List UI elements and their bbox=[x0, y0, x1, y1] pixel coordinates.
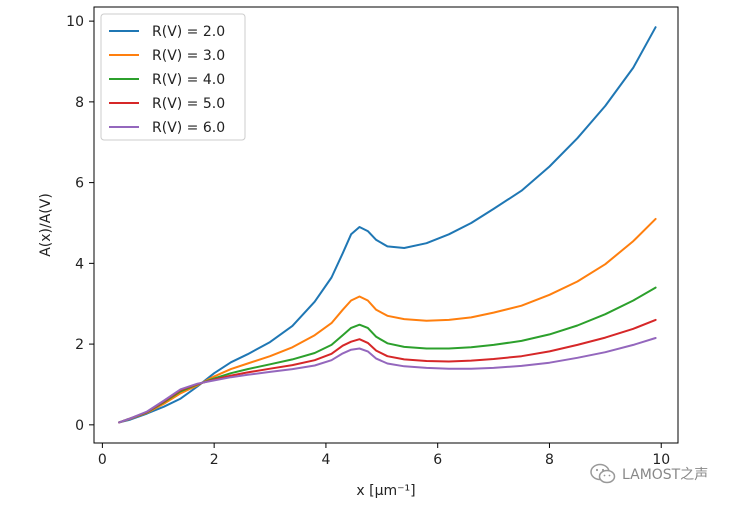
legend-items: R(V) = 2.0 R(V) = 3.0 R(V) = 4.0 R(V) = 5.0… bbox=[109, 24, 225, 136]
plot-frame bbox=[93, 6, 679, 444]
x-tick-label: 6 bbox=[433, 452, 442, 468]
x-tick-label: 10 bbox=[652, 452, 670, 468]
watermark-text: LAMOST之声 bbox=[622, 467, 709, 483]
legend-label: R(V) = 2.0 bbox=[152, 24, 225, 40]
legend-box bbox=[100, 13, 246, 141]
x-tick-label: 4 bbox=[321, 452, 330, 468]
legend-label: R(V) = 5.0 bbox=[152, 96, 225, 112]
x-axis-label: x [μm⁻¹] bbox=[356, 483, 415, 499]
y-tick-label: 6 bbox=[75, 176, 84, 192]
x-tick-label: 2 bbox=[210, 452, 219, 468]
legend-label: R(V) = 3.0 bbox=[152, 48, 225, 64]
series-line-5 bbox=[118, 337, 657, 424]
legend: R(V) = 2.0 R(V) = 3.0 R(V) = 4.0 R(V) = 5.0… bbox=[100, 13, 246, 141]
y-tick-label: 4 bbox=[75, 256, 84, 272]
y-tick-label: 10 bbox=[66, 14, 84, 30]
y-axis-ticks: 0 2 4 6 8 10 bbox=[66, 14, 94, 434]
x-tick-label: 0 bbox=[98, 452, 107, 468]
wechat-icon bbox=[590, 463, 616, 484]
y-tick-label: 2 bbox=[75, 337, 84, 353]
series-line-1 bbox=[118, 26, 657, 424]
x-axis-ticks: 0 2 4 6 8 10 bbox=[98, 443, 670, 468]
watermark: LAMOST之声 bbox=[590, 460, 708, 488]
y-tick-label: 8 bbox=[75, 95, 84, 111]
legend-label: R(V) = 4.0 bbox=[152, 72, 225, 88]
x-tick-label: 8 bbox=[545, 452, 554, 468]
legend-label: R(V) = 6.0 bbox=[152, 120, 225, 136]
y-axis-label: A(x)/A(V) bbox=[38, 193, 54, 257]
y-tick-label: 0 bbox=[75, 418, 84, 434]
series-group bbox=[118, 26, 657, 424]
